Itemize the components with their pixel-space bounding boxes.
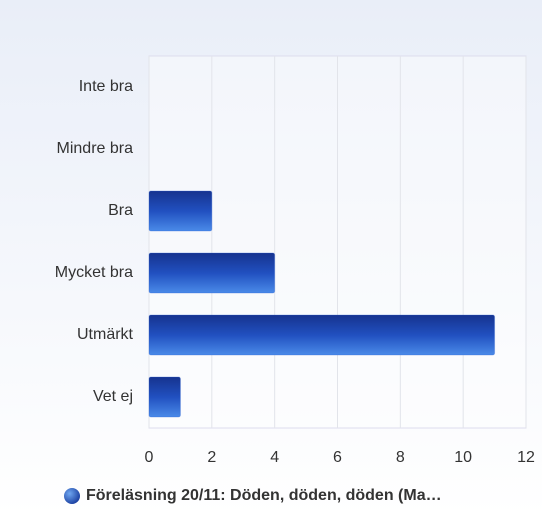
y-tick-label: Utmärkt <box>77 326 134 343</box>
legend-label: Föreläsning 20/11: Döden, döden, döden (… <box>86 487 442 504</box>
x-tick-label: 0 <box>145 449 154 466</box>
bar <box>148 252 276 294</box>
y-tick-label: Mycket bra <box>55 264 133 281</box>
x-tick-label: 8 <box>396 449 405 466</box>
x-tick-label: 2 <box>207 449 216 466</box>
bar <box>148 314 496 356</box>
x-tick-label: 12 <box>517 449 535 466</box>
y-tick-label: Vet ej <box>93 388 133 405</box>
x-tick-label: 6 <box>333 449 342 466</box>
x-tick-label: 10 <box>454 449 472 466</box>
x-tick-label: 4 <box>270 449 279 466</box>
bar <box>148 376 181 418</box>
y-tick-label: Mindre bra <box>57 140 134 157</box>
legend-marker <box>64 488 80 504</box>
y-tick-label: Inte bra <box>79 78 133 95</box>
bar <box>148 190 213 232</box>
y-tick-label: Bra <box>108 202 133 219</box>
